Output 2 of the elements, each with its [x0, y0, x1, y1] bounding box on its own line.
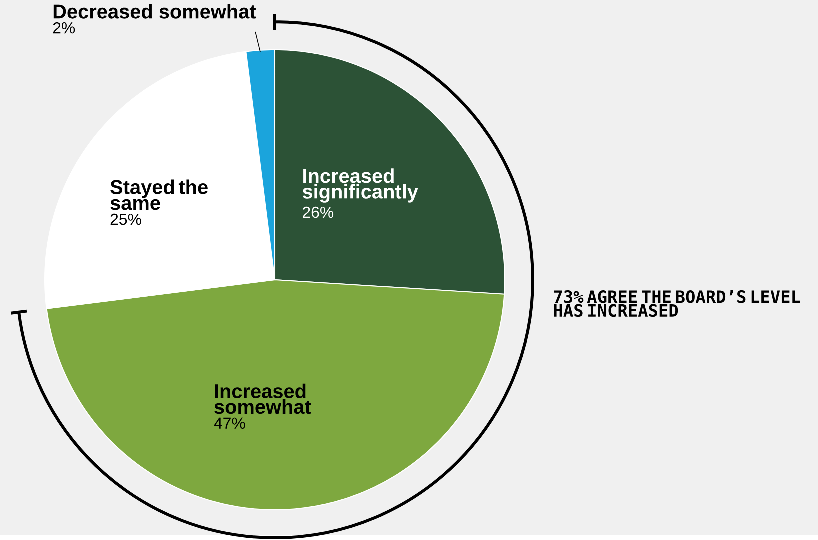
slice-label: Decreased somewhat	[54, 4, 256, 20]
text: 73% AGREE THE BOARD’S LEVEL HAS INCREASED	[554, 290, 800, 318]
